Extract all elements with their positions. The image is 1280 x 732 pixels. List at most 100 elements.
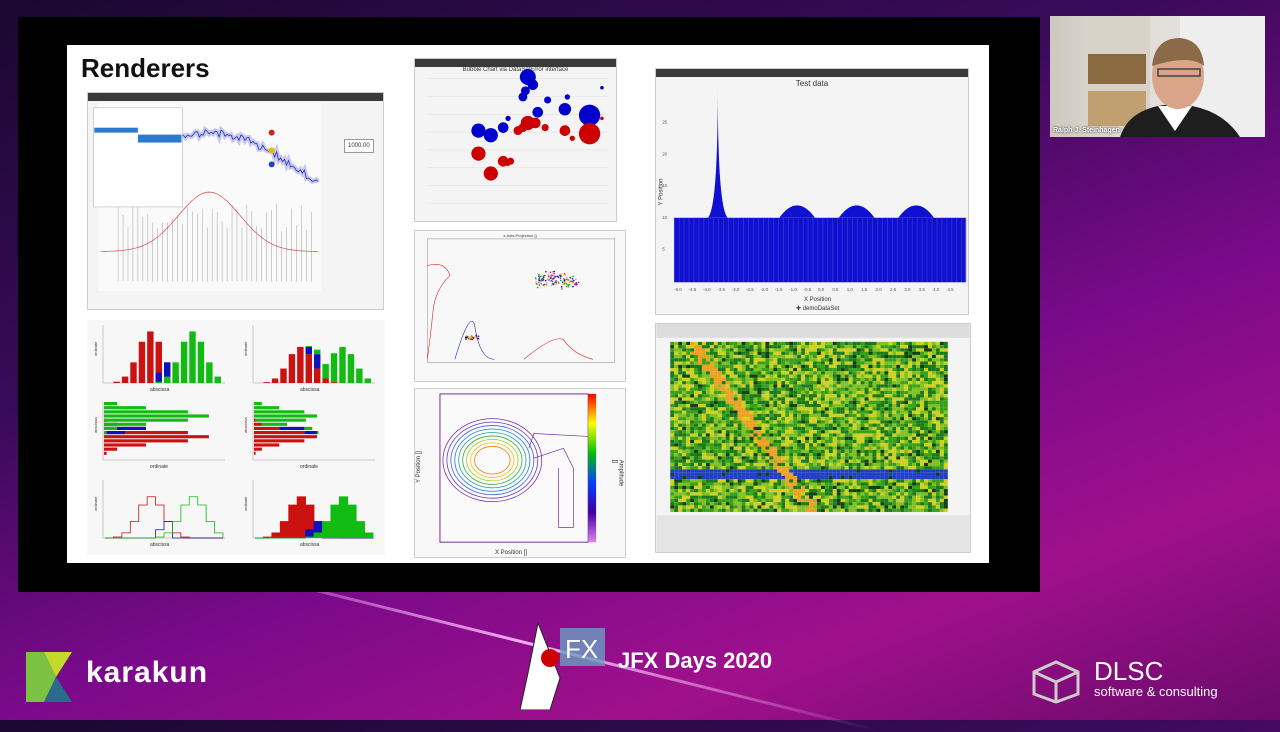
spectrogram-cell <box>678 430 683 434</box>
spectrogram-cell <box>777 381 782 385</box>
spectrogram-cell <box>892 354 897 359</box>
spectrogram-cell <box>741 420 746 424</box>
spectrogram-cell <box>717 485 722 490</box>
spectrogram-cell <box>888 341 893 346</box>
spectrogram-cell <box>809 410 813 414</box>
spectrogram-cell <box>717 508 722 512</box>
spectrogram-cell <box>686 384 691 388</box>
spectrogram-cell <box>848 354 853 359</box>
spectrogram-cell <box>769 345 774 349</box>
spectrogram-cell <box>813 348 817 352</box>
spectrogram-cell <box>674 361 679 365</box>
spectrogram-cell <box>939 361 944 365</box>
spectrogram-cell <box>931 475 936 480</box>
spectrogram-cell <box>939 508 944 512</box>
spectrogram-cell <box>864 394 869 398</box>
spectrogram-cell <box>781 413 786 418</box>
scatter-point <box>561 281 564 284</box>
spectrogram-cell <box>868 446 873 450</box>
spectrogram-cell <box>729 394 734 398</box>
spectrogram-cell <box>935 384 940 388</box>
bubble <box>578 123 601 145</box>
spectrogram-cell <box>832 469 837 473</box>
spectrogram-cell <box>844 426 849 431</box>
spectrogram-cell <box>749 439 754 444</box>
spectrogram-cell <box>717 439 722 444</box>
spectrogram-cell <box>733 384 738 388</box>
spectrogram-cell <box>832 508 837 512</box>
spectrogram-cell <box>939 368 944 372</box>
spectrogram-cell <box>931 492 936 496</box>
spectrogram-cell <box>753 439 758 444</box>
spectrogram-cell <box>785 354 790 359</box>
spectrogram-cell <box>713 351 718 355</box>
spectrogram-cell <box>816 443 821 447</box>
spectrogram-cell <box>741 469 746 473</box>
spectrogram-cell <box>880 446 885 450</box>
spectrogram-cell <box>908 345 913 349</box>
spectrogram-cell <box>896 459 901 463</box>
spectrogram-cell <box>753 479 758 483</box>
spectrogram-cell <box>801 475 806 480</box>
x-tick: 3.5 <box>919 287 926 292</box>
spectrogram-cell <box>880 456 885 460</box>
spectrogram-cell <box>916 397 921 401</box>
spectrogram-cell <box>741 495 746 499</box>
plot-area <box>439 393 589 543</box>
spectrogram-cell <box>864 502 869 506</box>
spectrogram-cell <box>678 433 683 437</box>
spectrogram-cell <box>686 345 691 349</box>
spectrogram-cell <box>686 489 691 493</box>
spectrogram-cell <box>876 485 881 490</box>
spectrogram-cell <box>836 426 841 431</box>
spectrogram-cell <box>709 453 714 457</box>
spectrogram-cell <box>876 446 881 450</box>
spectrogram-cell <box>908 341 913 346</box>
spectrogram-cell <box>824 446 829 450</box>
spectrogram-cell <box>900 345 905 349</box>
spectrogram-cell <box>785 472 790 476</box>
spectrogram-cell <box>904 479 909 483</box>
spectrogram-cell <box>927 387 932 391</box>
spectrogram-cell <box>773 403 778 408</box>
spectrogram-cell <box>777 423 782 427</box>
spectrogram-cell <box>836 364 841 369</box>
histogram-bar <box>330 382 338 383</box>
spectrogram-cell <box>884 459 889 463</box>
spectrogram-cell <box>690 384 695 388</box>
spectrogram-cell <box>674 459 679 463</box>
spectrogram-cell <box>824 407 829 411</box>
spectrogram-cell <box>678 426 683 431</box>
spectrogram-cell <box>872 489 877 493</box>
spectrogram-cell <box>888 482 893 486</box>
settings-panel <box>656 515 970 552</box>
spectrogram-cell <box>682 361 687 365</box>
spectrogram-cell <box>836 354 841 359</box>
spectrogram-cell <box>924 449 928 454</box>
spectrogram-cell <box>785 397 790 401</box>
spectrogram-cell <box>761 492 766 496</box>
spectrogram-cell <box>713 426 718 431</box>
spectrogram-cell <box>824 384 829 388</box>
spectrogram-cell <box>678 469 683 473</box>
spectrogram-cell <box>876 459 881 463</box>
spectrogram-cell <box>674 358 679 362</box>
spectrogram-cell <box>761 423 766 427</box>
spectrogram-cell <box>757 472 762 476</box>
spectrogram-cell <box>844 354 849 359</box>
spectrogram-cell <box>721 426 726 431</box>
spectrogram-cell <box>678 377 683 382</box>
spectrogram-cell <box>884 492 889 496</box>
spectrogram-cell <box>939 381 944 385</box>
spectrogram-cell <box>805 443 810 447</box>
spectrogram-cell <box>888 354 893 359</box>
spectrogram-cell <box>765 482 770 486</box>
spectrogram-cell <box>844 407 849 411</box>
spectrogram-cell <box>686 462 691 467</box>
spectrogram-cell <box>698 466 702 470</box>
scatter-point <box>469 337 472 340</box>
dlsc-wordmark: DLSC <box>1094 656 1164 686</box>
spectrogram-cell <box>705 449 710 454</box>
spectrogram-cell <box>920 423 925 427</box>
spectrogram-cell <box>777 472 782 476</box>
